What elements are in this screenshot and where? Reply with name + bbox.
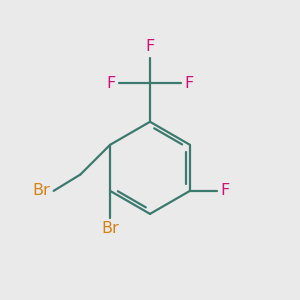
Text: F: F [106,76,115,91]
Text: F: F [185,76,194,91]
Text: Br: Br [101,221,119,236]
Text: F: F [146,39,154,54]
Text: F: F [220,183,230,198]
Text: Br: Br [32,183,50,198]
